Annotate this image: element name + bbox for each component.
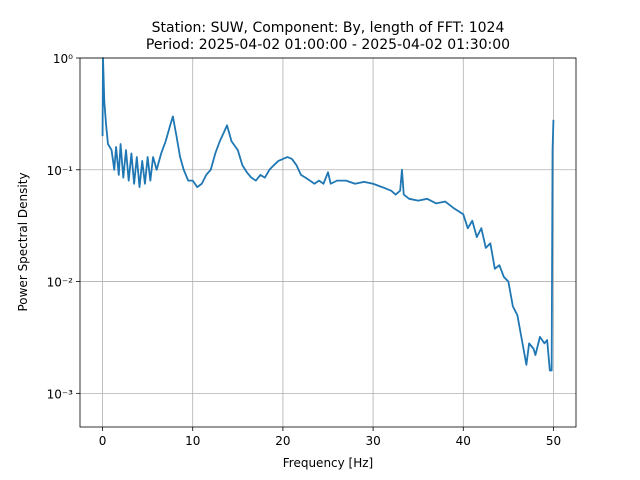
y-axis-label: Power Spectral Density <box>16 172 30 311</box>
psd-line <box>101 57 555 372</box>
x-tick-label: 30 <box>365 434 380 448</box>
y-tick-label: 10⁻² <box>47 276 74 290</box>
plot-frame <box>79 57 577 428</box>
y-tick-label: 10⁰ <box>53 52 73 66</box>
chart-subtitle: Period: 2025-04-02 01:00:00 - 2025-04-02… <box>146 37 510 53</box>
x-tick-label: 10 <box>185 434 200 448</box>
x-axis-label: Frequency [Hz] <box>283 456 374 470</box>
y-tick-label: 10⁻¹ <box>47 164 74 178</box>
chart-title: Station: SUW, Component: By, length of F… <box>152 20 505 36</box>
x-tick-label: 0 <box>99 434 107 448</box>
x-tick-label: 50 <box>546 434 561 448</box>
x-tick-label: 20 <box>275 434 290 448</box>
x-tick-label: 40 <box>456 434 471 448</box>
y-tick-label: 10⁻³ <box>47 387 74 401</box>
